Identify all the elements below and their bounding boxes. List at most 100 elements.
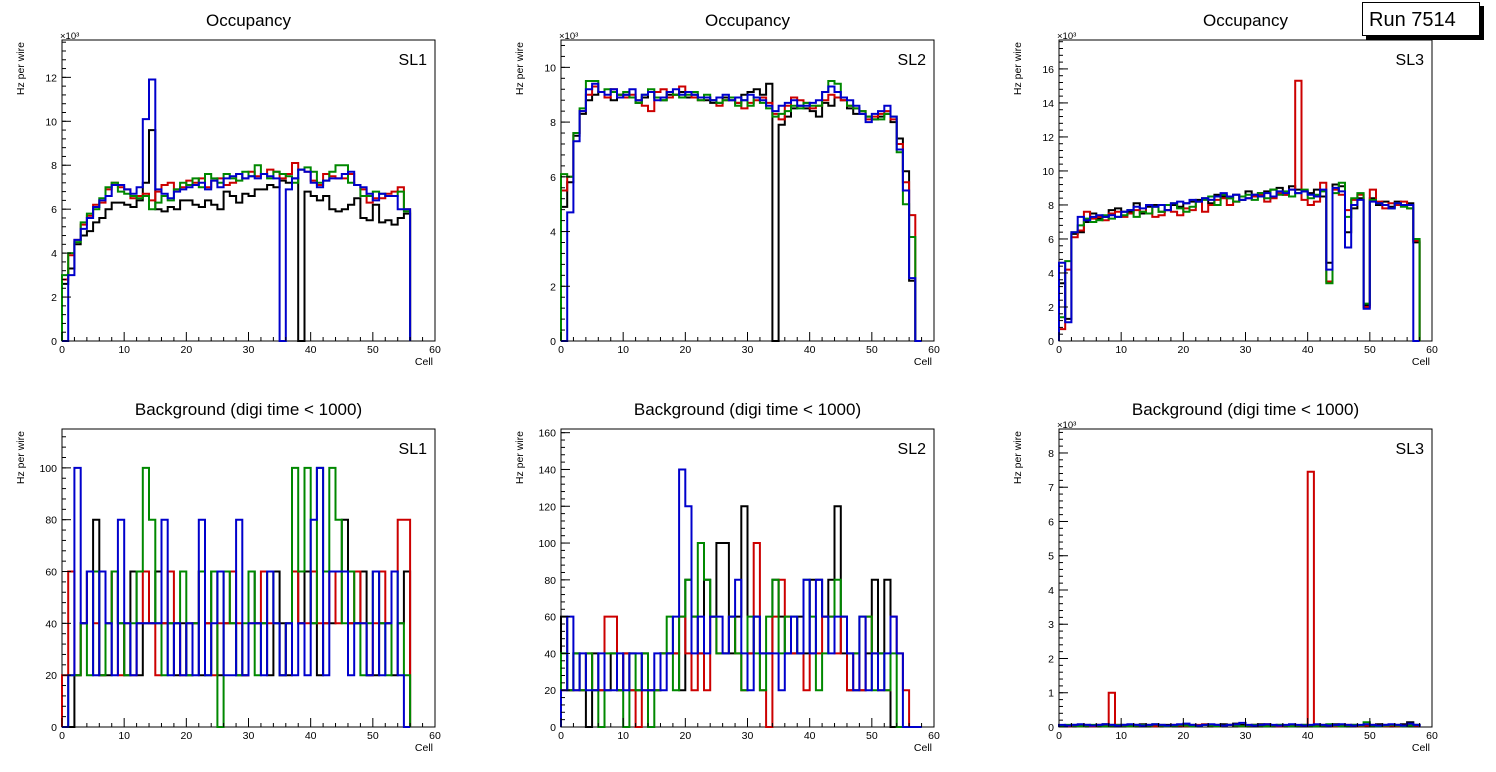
x-tick-label: 30 <box>742 730 754 742</box>
y-tick-label: 8 <box>51 160 57 172</box>
x-tick-label: 10 <box>617 344 629 356</box>
y-axis-label: Hz per wire <box>15 42 27 95</box>
run-label: Run 7514 <box>1362 2 1480 36</box>
y-axis-label: Hz per wire <box>514 431 526 484</box>
x-tick-label: 40 <box>804 730 816 742</box>
y-tick-label: 12 <box>45 72 57 84</box>
y-tick-label: 0 <box>550 722 556 734</box>
y-axis-label: Hz per wire <box>15 431 27 484</box>
y-tick-label: 2 <box>550 281 556 293</box>
y-tick-label: 4 <box>1048 268 1054 280</box>
x-tick-label: 0 <box>59 344 65 356</box>
y-tick-label: 6 <box>1048 234 1054 246</box>
plot-frame <box>560 39 935 342</box>
x-tick-label: 0 <box>1056 730 1062 742</box>
series-line-blue <box>560 468 922 728</box>
x-tick-label: 0 <box>1056 344 1062 356</box>
y-exponent-label: ×10³ <box>60 31 79 42</box>
y-tick-label: 2 <box>1048 653 1054 665</box>
y-tick-label: 20 <box>45 670 57 682</box>
x-tick-label: 60 <box>429 344 441 356</box>
chart-title: Background (digi time < 1000) <box>135 400 362 419</box>
y-tick-label: 60 <box>544 612 556 624</box>
y-tick-label: 120 <box>538 501 556 513</box>
chart-title: Background (digi time < 1000) <box>634 400 861 419</box>
x-tick-label: 40 <box>1302 344 1314 356</box>
x-tick-label: 60 <box>928 344 940 356</box>
x-tick-label: 50 <box>1364 730 1376 742</box>
x-tick-label: 50 <box>866 730 878 742</box>
x-tick-label: 20 <box>1177 730 1189 742</box>
series-line-blue <box>62 466 411 728</box>
y-tick-label: 6 <box>1048 516 1054 528</box>
y-exponent-label: ×10³ <box>1057 420 1076 431</box>
x-tick-label: 50 <box>367 730 379 742</box>
y-tick-label: 6 <box>51 204 57 216</box>
series-line-blue <box>1058 186 1420 342</box>
series-line-red <box>61 162 412 341</box>
y-exponent-label: ×10³ <box>559 31 578 42</box>
series-line-green <box>1058 181 1421 341</box>
y-tick-label: 4 <box>51 248 57 260</box>
x-axis-label: Cell <box>415 742 433 754</box>
y-tick-label: 10 <box>1042 166 1054 178</box>
x-tick-label: 30 <box>1240 730 1252 742</box>
x-tick-label: 40 <box>804 344 816 356</box>
x-tick-label: 40 <box>305 344 317 356</box>
y-axis-label: Hz per wire <box>1012 431 1024 484</box>
y-tick-label: 100 <box>538 538 556 550</box>
x-tick-label: 0 <box>59 730 65 742</box>
y-tick-label: 100 <box>39 463 57 475</box>
y-tick-label: 10 <box>544 62 556 74</box>
chart-bkg-sl3: Background (digi time < 1000)0 10 20 30 40 50… <box>1012 400 1438 754</box>
superlayer-label: SL3 <box>1396 52 1425 69</box>
x-tick-label: 10 <box>617 730 629 742</box>
superlayer-label: SL3 <box>1396 441 1425 458</box>
y-tick-label: 140 <box>538 464 556 476</box>
series-line-blue <box>62 78 412 342</box>
x-tick-label: 50 <box>367 344 379 356</box>
plot-frame <box>1058 428 1433 728</box>
x-axis-label: Cell <box>415 356 433 368</box>
y-tick-label: 8 <box>1048 200 1054 212</box>
x-axis-label: Cell <box>914 742 932 754</box>
chart-occ-sl1: Occupancy 0 10 20 30 40 50 60 0 2 4 6 8 10 12 Cell Hz pe… <box>15 11 441 368</box>
x-tick-label: 10 <box>1115 344 1127 356</box>
x-tick-label: 20 <box>679 344 691 356</box>
y-tick-label: 6 <box>550 172 556 184</box>
y-tick-label: 14 <box>1042 98 1054 110</box>
y-exponent-label: ×10³ <box>1057 31 1076 42</box>
chart-occ-sl3: Occupancy 0 10 20 30 40 50 60 0 2 4 6 8 10 12 14 16 Cell H… <box>1012 11 1438 368</box>
x-tick-label: 20 <box>180 730 192 742</box>
series-line-black <box>1058 183 1421 341</box>
y-tick-label: 7 <box>1048 482 1054 494</box>
y-tick-label: 8 <box>550 117 556 129</box>
y-tick-label: 12 <box>1042 132 1054 144</box>
chart-title: Occupancy <box>206 11 292 30</box>
y-tick-label: 2 <box>1048 302 1054 314</box>
chart-title: Occupancy <box>705 11 791 30</box>
y-tick-label: 80 <box>45 515 57 527</box>
series-line-red <box>560 85 922 342</box>
x-tick-label: 40 <box>305 730 317 742</box>
chart-title: Occupancy <box>1203 11 1289 30</box>
x-tick-label: 30 <box>243 344 255 356</box>
y-axis-label: Hz per wire <box>1012 42 1024 95</box>
x-tick-label: 10 <box>118 344 130 356</box>
y-tick-label: 40 <box>45 618 57 630</box>
series-line-red <box>1058 470 1421 728</box>
superlayer-label: SL1 <box>399 52 428 69</box>
y-tick-label: 4 <box>550 227 556 239</box>
y-tick-label: 20 <box>544 685 556 697</box>
x-tick-label: 20 <box>180 344 192 356</box>
x-axis-label: Cell <box>1412 742 1430 754</box>
x-tick-label: 50 <box>1364 344 1376 356</box>
series-line-green <box>61 164 412 341</box>
superlayer-label: SL2 <box>898 441 927 458</box>
x-tick-label: 60 <box>1426 344 1438 356</box>
x-tick-label: 0 <box>558 730 564 742</box>
y-tick-label: 3 <box>1048 619 1054 631</box>
x-tick-label: 60 <box>1426 730 1438 742</box>
y-tick-label: 10 <box>45 116 57 128</box>
y-tick-label: 40 <box>544 648 556 660</box>
